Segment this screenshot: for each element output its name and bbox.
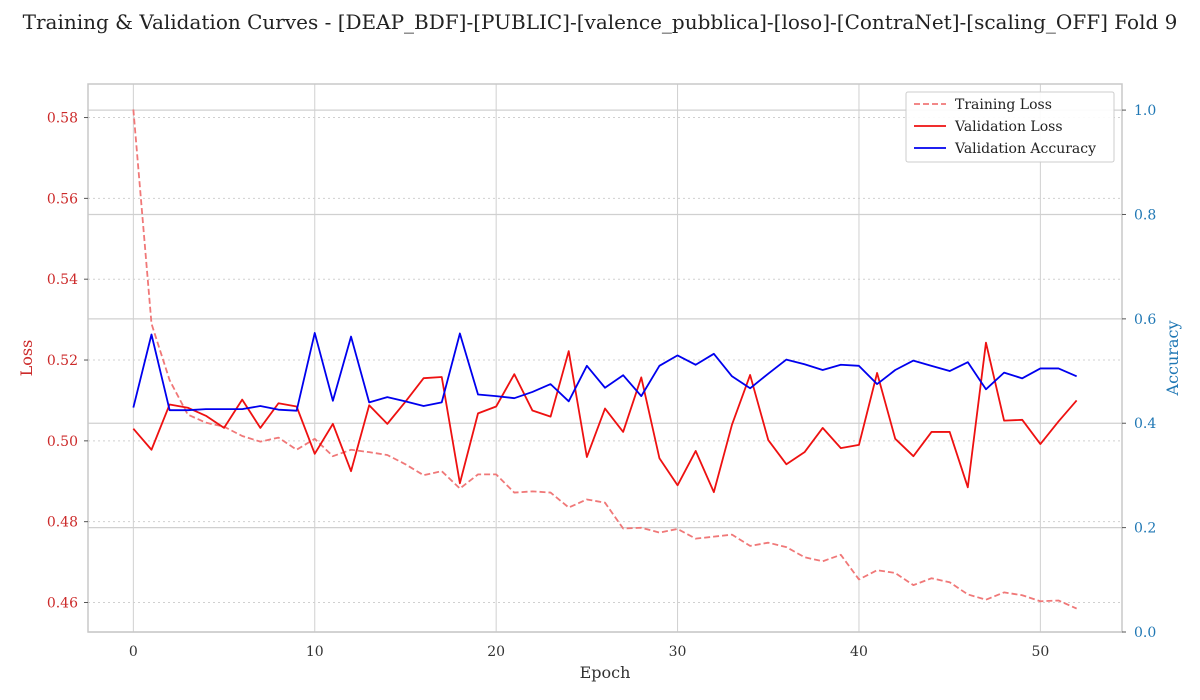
x-tick-label: 0	[129, 644, 138, 660]
left-axis-label: Loss	[17, 340, 36, 377]
right-y-tick-label: 0.4	[1134, 416, 1156, 432]
x-tick-label: 30	[669, 644, 687, 660]
right-y-tick-label: 0.0	[1134, 625, 1156, 641]
left-y-tick-label: 0.58	[47, 111, 78, 127]
x-tick-label: 50	[1031, 644, 1049, 660]
plot-border	[87, 83, 1123, 633]
validation-loss-line	[132, 341, 1078, 494]
right-y-tick-label: 0.6	[1134, 312, 1156, 328]
legend: Training Loss Validation Loss Validation A…	[905, 91, 1115, 163]
right-axis-label: Accuracy	[1163, 321, 1182, 397]
x-tick-label: 40	[850, 644, 868, 660]
right-y-tick-label: 1.0	[1134, 103, 1156, 119]
legend-label: Validation Loss	[954, 119, 1063, 135]
left-y-tick-label: 0.56	[47, 191, 78, 207]
x-tick-label: 20	[487, 644, 505, 660]
tick-layer: 0 10 20 30 40 50 0.46 0.48 0.50 0.52 0.54 0.56 0.58 0…	[47, 103, 1157, 660]
left-y-tick-label: 0.48	[47, 515, 78, 531]
legend-label: Training Loss	[955, 97, 1052, 113]
left-y-tick-label: 0.46	[47, 595, 78, 611]
left-y-tick-label: 0.54	[47, 272, 78, 288]
grid-layer	[88, 84, 1122, 633]
validation-accuracy-line	[132, 332, 1078, 412]
legend-box	[905, 91, 1115, 163]
left-y-tick-label: 0.50	[47, 434, 78, 450]
right-y-tick-label: 0.8	[1134, 207, 1156, 223]
chart-title: Training & Validation Curves - [DEAP_BDF…	[23, 10, 1178, 34]
right-y-tick-label: 0.2	[1134, 521, 1156, 537]
left-y-tick-label: 0.52	[47, 353, 78, 369]
x-tick-label: 10	[306, 644, 324, 660]
training-loss-line	[132, 109, 1078, 610]
legend-label: Validation Accuracy	[954, 141, 1096, 157]
plot-frame	[87, 83, 1123, 633]
series-layer	[132, 109, 1078, 610]
x-axis-label: Epoch	[580, 663, 631, 682]
